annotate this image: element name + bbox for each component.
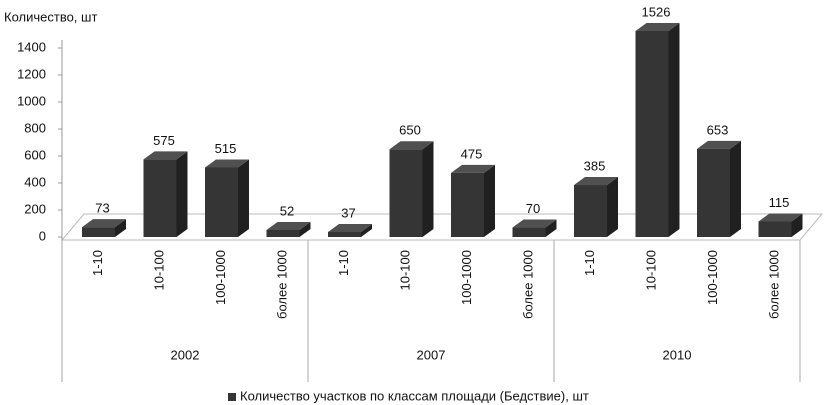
y-tick-label: 1200 [17,66,46,81]
value-label: 37 [341,205,355,220]
bar-top [82,219,126,228]
bar-side [176,151,188,237]
y-tick-label: 1400 [17,39,46,54]
legend-label: Количество участков по классам площади (… [240,388,589,403]
value-label: 653 [707,122,729,137]
y-tick-label: 200 [24,201,46,216]
y-tick-label: 0 [39,228,46,243]
bar [82,227,115,237]
bar-top [574,177,618,186]
value-label: 650 [399,123,421,138]
value-label: 52 [280,203,294,218]
x-tick-label: более 1000 [274,250,289,319]
bar-top [512,219,557,228]
bar [389,149,423,237]
x-tick-label: 1-10 [582,250,597,276]
bar-top [451,164,495,173]
x-tick-label: 100-1000 [459,250,474,305]
bar-top [143,151,188,160]
bar-side [730,140,741,237]
bar-top [758,213,803,222]
y-axis-label: Количество, шт [4,9,97,24]
x-tick-label: 100-1000 [705,250,720,305]
bar-top [205,159,249,168]
group-label: 2002 [171,347,200,362]
bar-top [328,224,372,233]
value-label: 73 [95,201,109,216]
y-tick-label: 600 [24,147,46,162]
value-label: 515 [215,141,237,156]
bar-side [545,219,557,237]
bar-top [266,221,311,230]
x-tick-label: 10-100 [151,250,166,290]
y-tick-label: 800 [24,120,46,135]
bar-side [115,219,126,237]
bar-side [607,177,618,237]
x-tick-label: более 1000 [766,250,781,319]
bar [574,185,607,237]
bar-top [697,140,741,149]
x-tick-label: более 1000 [520,250,535,319]
bar-top [635,22,680,31]
legend-swatch [228,393,236,401]
bar [266,229,300,237]
bar [697,148,730,237]
bar [635,30,669,237]
bar-side [361,224,372,237]
value-label: 70 [526,201,540,216]
bar-top [389,141,434,150]
y-tick-label: 400 [24,174,46,189]
x-tick-label: 100-1000 [213,250,228,305]
value-label: 575 [153,133,175,148]
bar-side [791,213,803,237]
bar-side [238,159,249,237]
group-label: 2007 [417,347,446,362]
bar [205,167,238,237]
bar-side [299,221,311,237]
bar [143,159,177,237]
y-tick-label: 1000 [17,93,46,108]
bar [451,172,484,237]
bar-side [484,164,495,237]
group-label: 2010 [663,347,692,362]
bar [512,227,546,237]
x-tick-label: 1-10 [336,250,351,276]
bar-side [422,141,434,237]
value-label: 1526 [642,4,671,19]
x-tick-label: 10-100 [397,250,412,290]
bar [758,221,792,237]
value-label: 115 [769,195,790,210]
x-tick-label: 1-10 [90,250,105,276]
bar [328,232,361,237]
value-label: 475 [461,146,483,161]
x-tick-label: 10-100 [643,250,658,290]
value-label: 385 [584,158,606,173]
bar-side [668,22,680,237]
